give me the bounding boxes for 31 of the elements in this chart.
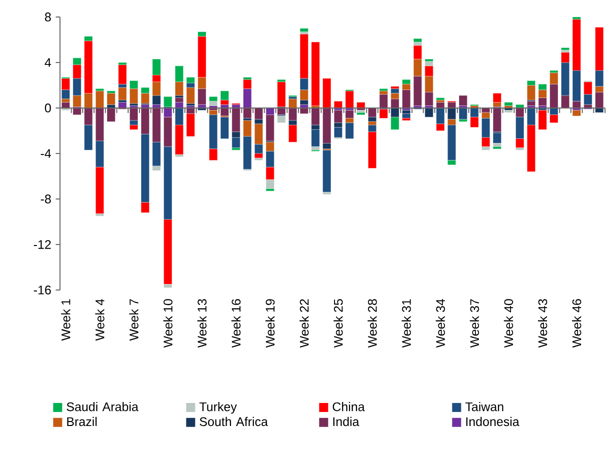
x-tick-label: Week 1: [61, 299, 70, 341]
y-tick-label: 8: [44, 12, 51, 22]
x-tick-label: Week 28: [368, 299, 377, 348]
y-tick-label: 0: [44, 104, 51, 112]
y-tick-label: -4: [40, 149, 52, 158]
legend-label: South Africa: [200, 416, 268, 426]
x-tick-label: Week 19: [265, 299, 275, 348]
x-tick-label: Week 13: [197, 299, 207, 348]
x-tick-label: Week 7: [129, 299, 138, 341]
legend-label: Turkey: [199, 402, 237, 414]
y-tick-label: -16: [34, 286, 51, 294]
x-tick-label: Week 37: [470, 299, 480, 348]
x-tick-label: Week 10: [163, 299, 172, 348]
x-tick-label: Week 31: [402, 299, 411, 348]
legend-label: China: [332, 402, 365, 412]
x-tick-label: Week 34: [436, 298, 445, 348]
legend-label: Taiwan: [465, 402, 504, 412]
y-tick-label: 4: [44, 58, 52, 67]
x-tick-label: Week 40: [504, 299, 514, 348]
y-tick-label: -8: [40, 194, 51, 204]
x-tick-label: Week 46: [572, 299, 582, 348]
legend-label: Brazil: [67, 416, 97, 426]
x-tick-label: Week 25: [334, 299, 343, 348]
legend-label: India: [333, 416, 360, 426]
x-tick-label: Week 43: [538, 299, 548, 348]
y-tick-label: -12: [34, 240, 51, 249]
legend-label: Saudi Arabia: [66, 402, 138, 412]
x-tick-label: Week 16: [231, 299, 241, 348]
x-tick-label: Week 22: [300, 299, 309, 348]
legend-label: Indonesia: [466, 416, 520, 426]
x-tick-label: Week 4: [95, 298, 104, 341]
